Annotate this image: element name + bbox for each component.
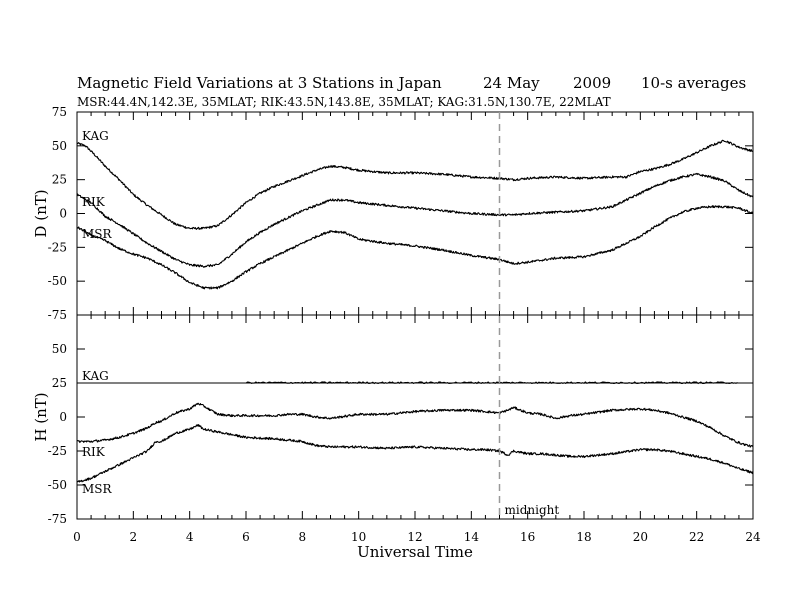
- xtick-label: 24: [745, 530, 761, 544]
- d-ytick-label: 0: [59, 207, 67, 221]
- d-ytick-label: 50: [52, 139, 67, 153]
- xtick-label: 0: [73, 530, 81, 544]
- h-panel-frame: [76, 314, 754, 520]
- h-panel: 50 25 0 -25 -50 -75 H (nT) KAG RIK MSR: [32, 314, 754, 526]
- h-series-msr: [76, 424, 754, 483]
- d-series-msr: [76, 205, 754, 290]
- d-ytick-label: -50: [48, 274, 67, 288]
- xtick-label: 8: [299, 530, 307, 544]
- d-ytick-label: 75: [52, 105, 67, 119]
- d-series-kag: [76, 139, 754, 230]
- h-ytick-label: 50: [52, 342, 67, 356]
- chart-title: Magnetic Field Variations at 3 Stations …: [77, 74, 442, 92]
- midnight-label: midnight: [505, 503, 560, 517]
- d-label-kag: KAG: [82, 129, 109, 143]
- xtick-label: 14: [464, 530, 480, 544]
- xtick-label: 10: [351, 530, 366, 544]
- h-label-rik: RIK: [82, 445, 106, 459]
- xtick-label: 6: [242, 530, 250, 544]
- h-label-kag: KAG: [82, 369, 109, 383]
- h-ytick-label: 25: [52, 376, 67, 390]
- h-ytick-label: 0: [59, 410, 67, 424]
- station-subtitle: MSR:44.4N,142.3E, 35MLAT; RIK:43.5N,143.…: [77, 95, 611, 109]
- chart-averaging: 10-s averages: [641, 74, 746, 92]
- xtick-label: 16: [520, 530, 535, 544]
- chart-year: 2009: [573, 74, 611, 92]
- h-series-rik: [76, 402, 754, 448]
- h-label-msr: MSR: [82, 482, 113, 496]
- d-ytick-label: -25: [48, 240, 67, 254]
- chart-date: 24 May: [483, 74, 540, 92]
- xtick-label: 22: [689, 530, 704, 544]
- d-ytick-label: 25: [52, 173, 67, 187]
- x-axis-label: Universal Time: [357, 543, 473, 561]
- h-ytick-label: -50: [48, 478, 67, 492]
- xtick-label: 2: [130, 530, 138, 544]
- h-series-kag-noise: [245, 381, 738, 385]
- d-series-rik: [76, 172, 754, 268]
- h-ytick-label: -75: [48, 512, 67, 526]
- d-panel-frame: [76, 111, 754, 316]
- h-axis-label: H (nT): [32, 392, 50, 441]
- d-label-msr: MSR: [82, 227, 113, 241]
- h-ytick-label: -25: [48, 444, 67, 458]
- d-ytick-label: -75: [48, 308, 67, 322]
- xtick-label: 4: [186, 530, 194, 544]
- d-axis-label: D (nT): [32, 189, 50, 237]
- xtick-label: 18: [576, 530, 591, 544]
- d-panel: 75 50 25 0 -25 -50 -75 D (nT) KAG RIK MSR: [32, 105, 754, 322]
- xtick-label: 20: [633, 530, 648, 544]
- d-label-rik: RIK: [82, 195, 106, 209]
- xtick-label: 12: [407, 530, 422, 544]
